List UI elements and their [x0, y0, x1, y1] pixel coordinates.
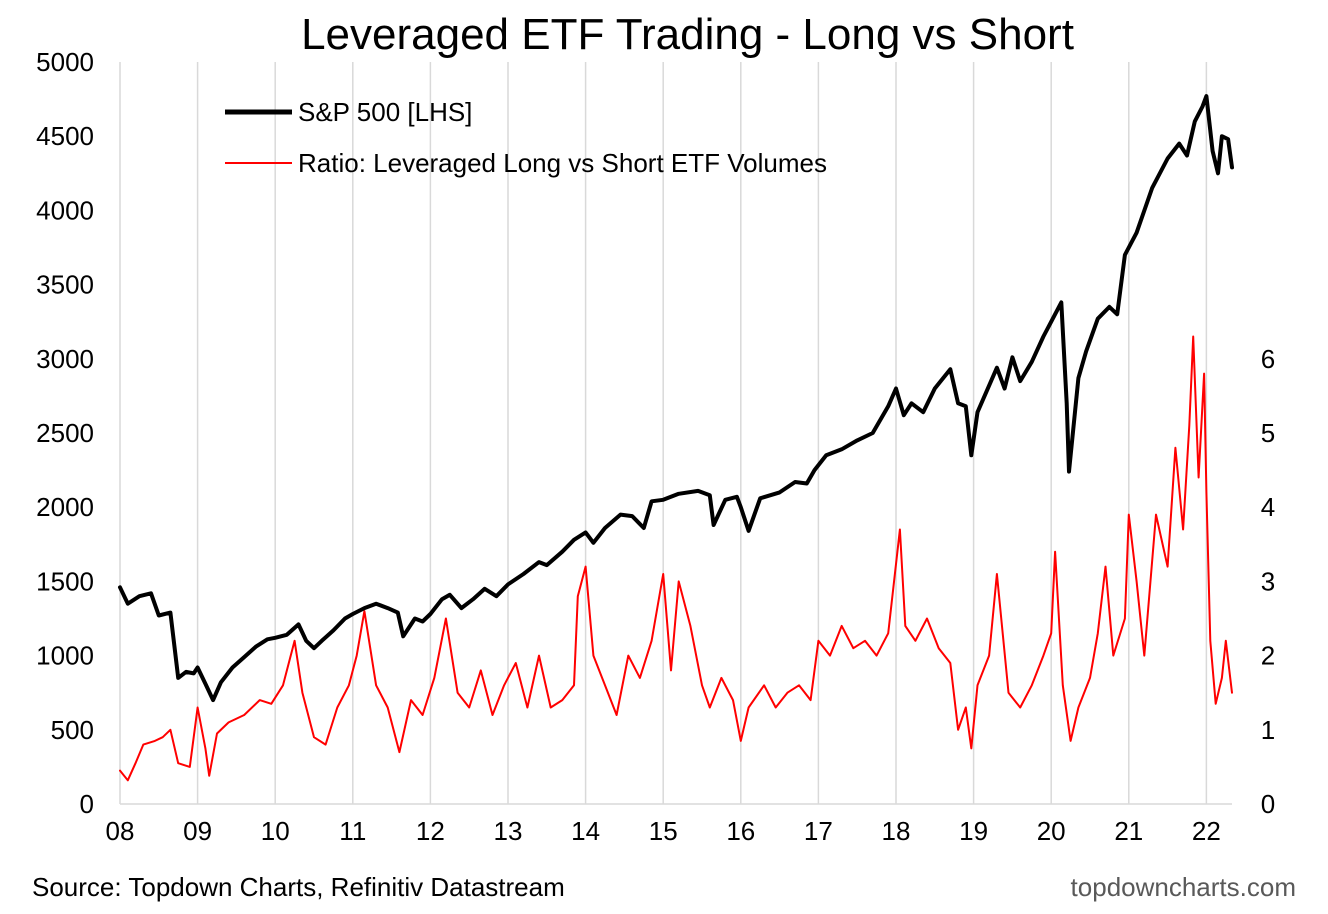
left-tick-label: 1000	[36, 641, 94, 671]
series-layer	[118, 94, 1234, 782]
right-axis-ticks: 0 1 2 3 4 5 6	[1261, 344, 1275, 819]
series-sp500-line	[118, 94, 1234, 703]
x-tick-label: 09	[183, 816, 212, 846]
x-tick-label: 19	[959, 816, 988, 846]
x-tick-label: 18	[882, 816, 911, 846]
x-tick-label: 14	[571, 816, 600, 846]
right-tick-label: 2	[1261, 641, 1275, 671]
right-tick-label: 4	[1261, 492, 1275, 522]
right-tick-label: 0	[1261, 789, 1275, 819]
x-tick-label: 16	[726, 816, 755, 846]
x-tick-label: 17	[804, 816, 833, 846]
x-axis-ticks: 08 09 10 11 12 13 14 15 16 17 18 19 20 21 22	[106, 816, 1221, 846]
left-tick-label: 1500	[36, 566, 94, 596]
left-tick-label: 2000	[36, 492, 94, 522]
x-tick-label: 10	[261, 816, 290, 846]
left-tick-label: 3500	[36, 270, 94, 300]
left-tick-label: 0	[80, 789, 94, 819]
x-tick-label: 13	[494, 816, 523, 846]
vertical-gridlines	[119, 62, 1208, 804]
chart-title: Leveraged ETF Trading - Long vs Short	[301, 10, 1074, 59]
legend: S&P 500 [LHS] Ratio: Leveraged Long vs S…	[225, 97, 827, 178]
x-tick-label: 20	[1037, 816, 1066, 846]
x-tick-label: 21	[1114, 816, 1143, 846]
right-tick-label: 5	[1261, 418, 1275, 448]
x-tick-label: 15	[649, 816, 678, 846]
series-ratio-line	[119, 335, 1233, 782]
left-tick-label: 3000	[36, 344, 94, 374]
x-tick-label: 22	[1192, 816, 1221, 846]
x-tick-label: 08	[106, 816, 135, 846]
legend-label-ratio: Ratio: Leveraged Long vs Short ETF Volum…	[298, 148, 827, 178]
x-tick-label: 11	[339, 816, 366, 846]
left-tick-label: 2500	[36, 418, 94, 448]
left-tick-label: 4500	[36, 121, 94, 151]
x-tick-label: 12	[416, 816, 445, 846]
right-tick-label: 6	[1261, 344, 1275, 374]
source-note: Source: Topdown Charts, Refinitiv Datast…	[32, 872, 565, 902]
right-tick-label: 1	[1261, 715, 1275, 745]
right-tick-label: 3	[1261, 566, 1275, 596]
legend-label-sp500: S&P 500 [LHS]	[298, 97, 472, 127]
brand-label: topdowncharts.com	[1070, 872, 1296, 902]
left-axis-ticks: 0 500 1000 1500 2000 2500 3000 3500 4000 4500 5000	[36, 47, 94, 819]
left-tick-label: 5000	[36, 47, 94, 77]
left-tick-label: 500	[51, 715, 94, 745]
left-tick-label: 4000	[36, 195, 94, 225]
